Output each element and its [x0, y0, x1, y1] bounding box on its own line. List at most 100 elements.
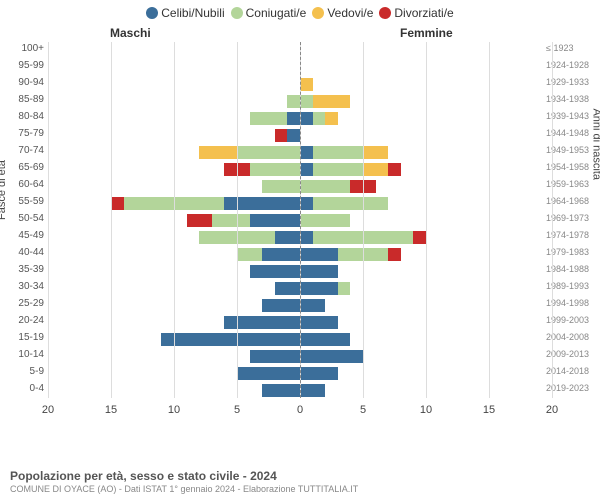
x-tick: 15 [483, 404, 495, 416]
bar-seg-m-co [212, 214, 250, 227]
legend-item-divorziati: Divorziati/e [379, 6, 453, 20]
bar-seg-m-d [111, 197, 124, 210]
bar-seg-f-co [313, 197, 389, 210]
center-line [300, 42, 301, 398]
legend-dot-celibi [146, 7, 158, 19]
bar-seg-m-c [287, 129, 300, 142]
y-tick-year: 1969-1973 [546, 214, 594, 223]
bar-seg-f-v [363, 146, 388, 159]
grid-line [363, 42, 364, 398]
y-tick-age: 45-49 [8, 231, 44, 241]
bar-seg-m-c [262, 248, 300, 261]
y-tick-age: 30-34 [8, 282, 44, 292]
bar-seg-f-co [300, 214, 350, 227]
y-tick-year: 2014-2018 [546, 367, 594, 376]
y-tick-age: 10-14 [8, 350, 44, 360]
y-axis-left-title: Fasce di età [0, 160, 8, 220]
bar-seg-f-c [300, 350, 363, 363]
legend-item-celibi: Celibi/Nubili [146, 6, 224, 20]
bar-seg-m-co [262, 180, 300, 193]
bar-seg-m-v [199, 146, 237, 159]
y-tick-year: ≤ 1923 [546, 44, 594, 53]
y-tick-year: 1989-1993 [546, 282, 594, 291]
y-tick-age: 40-44 [8, 248, 44, 258]
bar-seg-f-c [300, 163, 313, 176]
footer-title: Popolazione per età, sesso e stato civil… [10, 469, 590, 483]
y-tick-year: 1994-1998 [546, 299, 594, 308]
y-tick-year: 1984-1988 [546, 265, 594, 274]
legend-label-vedovi: Vedovi/e [327, 6, 373, 20]
y-tick-age: 15-19 [8, 333, 44, 343]
y-tick-year: 1929-1933 [546, 78, 594, 87]
y-tick-year: 1964-1968 [546, 197, 594, 206]
plot-area: 201510505101520 [48, 42, 552, 422]
bar-seg-f-c [300, 112, 313, 125]
y-tick-age: 75-79 [8, 129, 44, 139]
x-tick: 20 [546, 404, 558, 416]
y-tick-age: 85-89 [8, 95, 44, 105]
bar-seg-f-c [300, 333, 350, 346]
y-axis-right: ≤ 19231924-19281929-19331934-19381939-19… [546, 42, 594, 422]
bar-seg-f-d [388, 163, 401, 176]
y-tick-year: 2004-2008 [546, 333, 594, 342]
bar-seg-m-c [250, 265, 300, 278]
bar-seg-m-c [224, 316, 300, 329]
y-tick-age: 50-54 [8, 214, 44, 224]
y-tick-age: 25-29 [8, 299, 44, 309]
y-tick-year: 2019-2023 [546, 384, 594, 393]
bar-seg-f-d [388, 248, 401, 261]
bar-seg-f-c [300, 384, 325, 397]
y-tick-age: 35-39 [8, 265, 44, 275]
bar-seg-f-d [413, 231, 426, 244]
bar-seg-m-d [275, 129, 288, 142]
y-tick-age: 95-99 [8, 61, 44, 71]
bar-seg-f-co [300, 95, 313, 108]
bar-seg-m-c [275, 282, 300, 295]
bar-seg-f-co [313, 146, 363, 159]
legend-dot-vedovi [312, 7, 324, 19]
footer-subtitle: COMUNE DI OYACE (AO) - Dati ISTAT 1° gen… [10, 484, 590, 494]
y-axis-left: 100+95-9990-9485-8980-8475-7970-7465-696… [8, 42, 44, 422]
bar-seg-f-v [325, 112, 338, 125]
bar-seg-f-v [363, 163, 388, 176]
grid-line [237, 42, 238, 398]
bar-seg-f-c [300, 248, 338, 261]
bar-seg-m-c [250, 350, 300, 363]
x-tick: 5 [234, 404, 240, 416]
grid-line [426, 42, 427, 398]
grid-line [174, 42, 175, 398]
bar-seg-m-co [237, 146, 300, 159]
y-tick-age: 5-9 [8, 367, 44, 377]
x-tick: 10 [420, 404, 432, 416]
footer: Popolazione per età, sesso e stato civil… [10, 469, 590, 494]
y-tick-year: 1999-2003 [546, 316, 594, 325]
grid-line [489, 42, 490, 398]
x-tick: 10 [168, 404, 180, 416]
legend-dot-divorziati [379, 7, 391, 19]
bar-seg-f-c [300, 146, 313, 159]
y-tick-age: 0-4 [8, 384, 44, 394]
bar-seg-f-c [300, 231, 313, 244]
y-tick-year: 2009-2013 [546, 350, 594, 359]
bar-seg-f-c [300, 316, 338, 329]
bar-seg-m-d [187, 214, 212, 227]
x-tick: 0 [297, 404, 303, 416]
y-tick-year: 1949-1953 [546, 146, 594, 155]
bar-seg-m-c [161, 333, 300, 346]
bar-seg-m-c [262, 299, 300, 312]
grid-line [552, 42, 553, 398]
bar-seg-m-co [287, 95, 300, 108]
bar-seg-m-c [287, 112, 300, 125]
y-tick-year: 1979-1983 [546, 248, 594, 257]
legend: Celibi/Nubili Coniugati/e Vedovi/e Divor… [0, 0, 600, 22]
y-tick-year: 1974-1978 [546, 231, 594, 240]
grid-line [111, 42, 112, 398]
x-tick: 15 [105, 404, 117, 416]
bar-seg-m-co [250, 112, 288, 125]
x-tick: 5 [360, 404, 366, 416]
y-tick-year: 1934-1938 [546, 95, 594, 104]
label-male: Maschi [110, 26, 151, 40]
y-tick-age: 55-59 [8, 197, 44, 207]
y-tick-age: 90-94 [8, 78, 44, 88]
bar-seg-m-co [250, 163, 300, 176]
